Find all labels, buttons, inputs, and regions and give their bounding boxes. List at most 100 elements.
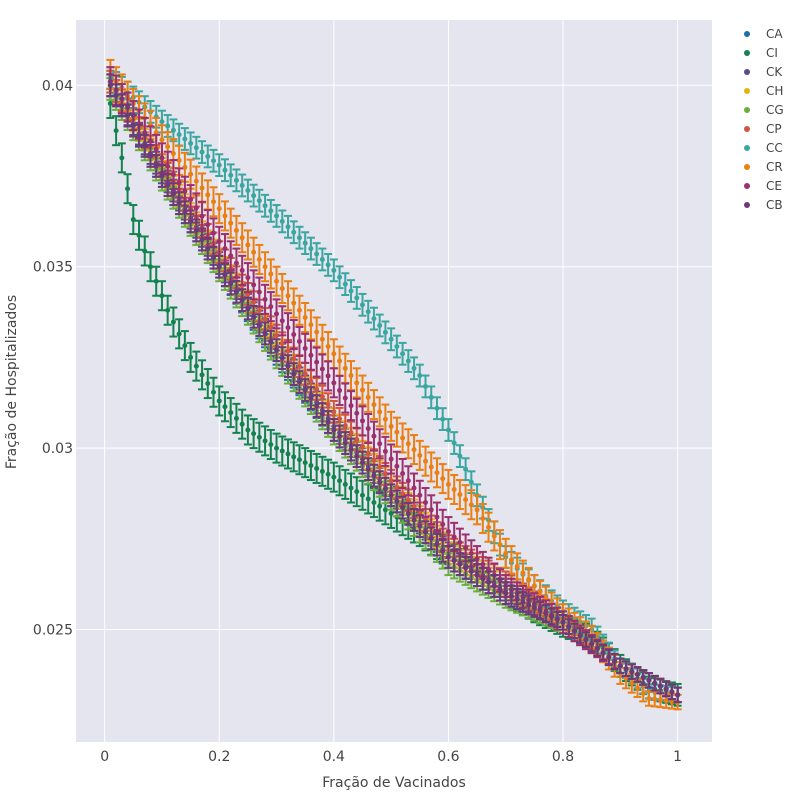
data-point <box>301 447 310 479</box>
marker <box>405 358 411 364</box>
data-point <box>576 627 585 644</box>
data-point <box>284 354 292 379</box>
data-point <box>352 397 361 429</box>
data-point <box>347 390 356 422</box>
marker <box>256 289 262 295</box>
marker <box>411 447 417 453</box>
data-point <box>318 247 327 272</box>
marker <box>657 697 663 703</box>
marker <box>371 473 377 479</box>
marker <box>239 235 245 241</box>
data-point <box>421 374 430 399</box>
data-point <box>220 391 229 423</box>
marker <box>520 599 526 605</box>
marker <box>279 448 285 454</box>
marker <box>262 438 268 444</box>
marker <box>256 198 262 204</box>
marker <box>296 363 302 369</box>
marker <box>165 163 171 169</box>
data-point <box>312 346 321 378</box>
marker <box>130 123 136 129</box>
marker <box>445 529 451 535</box>
marker <box>302 460 308 466</box>
marker <box>274 311 280 317</box>
marker <box>165 123 171 129</box>
marker <box>268 271 274 277</box>
data-point <box>496 529 504 561</box>
data-point <box>524 594 533 616</box>
marker <box>371 500 377 506</box>
marker <box>445 554 451 560</box>
marker <box>480 576 486 582</box>
marker <box>600 650 606 656</box>
marker <box>348 430 354 436</box>
data-point <box>318 353 327 385</box>
marker <box>268 441 274 447</box>
data-point <box>335 345 344 377</box>
grid <box>76 20 712 742</box>
marker <box>652 696 658 702</box>
series-layer <box>106 58 682 711</box>
data-point <box>358 450 367 475</box>
data-point <box>163 173 172 197</box>
data-point <box>496 577 504 602</box>
data-point <box>421 487 430 519</box>
marker <box>188 140 194 146</box>
marker <box>417 452 423 458</box>
data-point <box>220 263 229 287</box>
data-point <box>501 581 510 606</box>
data-point <box>278 305 287 337</box>
marker <box>457 561 463 567</box>
marker <box>400 471 406 477</box>
marker <box>228 253 234 259</box>
data-point <box>438 538 447 563</box>
marker <box>508 593 514 599</box>
data-point <box>198 227 207 252</box>
data-point <box>473 494 482 526</box>
marker <box>640 690 646 696</box>
marker <box>262 296 268 302</box>
marker <box>549 613 555 619</box>
data-point <box>329 418 338 442</box>
marker <box>388 510 394 516</box>
plot-background <box>76 20 712 742</box>
marker <box>463 545 469 551</box>
marker <box>193 227 199 233</box>
marker <box>182 164 188 170</box>
data-point <box>243 296 252 321</box>
data-point <box>289 287 298 319</box>
data-point <box>169 182 178 207</box>
marker <box>119 102 125 108</box>
data-point <box>415 514 424 539</box>
marker <box>211 199 217 205</box>
data-point <box>249 304 258 329</box>
marker <box>342 481 348 487</box>
marker <box>365 309 371 315</box>
data-point <box>249 418 258 450</box>
data-point <box>186 209 195 234</box>
marker <box>365 426 371 432</box>
data-point <box>375 428 384 460</box>
data-point <box>312 394 321 418</box>
data-point <box>140 235 149 267</box>
marker <box>348 403 354 409</box>
marker <box>537 608 543 614</box>
data-point <box>347 360 356 392</box>
marker <box>165 144 171 150</box>
marker <box>314 403 320 409</box>
marker <box>623 666 629 672</box>
marker <box>251 299 257 305</box>
marker <box>302 315 308 321</box>
data-point <box>438 508 447 540</box>
data-point <box>587 635 596 653</box>
marker <box>354 410 360 416</box>
data-point <box>358 405 367 437</box>
marker <box>348 373 354 379</box>
marker <box>394 344 400 350</box>
marker <box>480 561 486 567</box>
marker <box>296 307 302 313</box>
marker <box>463 565 469 571</box>
data-point <box>278 272 287 304</box>
data-point <box>559 614 568 631</box>
marker <box>508 557 514 563</box>
